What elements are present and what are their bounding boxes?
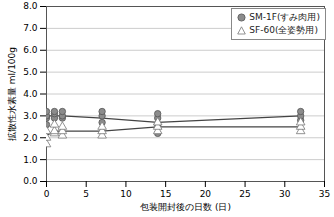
svg-text:8.0: 8.0 (23, 1, 38, 11)
svg-text:5: 5 (83, 189, 89, 199)
svg-text:3.0: 3.0 (23, 111, 38, 121)
svg-text:25: 25 (239, 189, 250, 199)
svg-text:拡散性水素量 ml/100g: 拡散性水素量 ml/100g (7, 47, 17, 141)
svg-text:30: 30 (279, 189, 291, 199)
svg-text:0.0: 0.0 (23, 176, 38, 186)
html-text:SF-60(全姿勢用): SF-60(全姿勢用) (249, 25, 318, 35)
svg-text:5.0: 5.0 (23, 67, 38, 77)
svg-text:6.0: 6.0 (23, 45, 38, 55)
svg-text:0: 0 (44, 189, 50, 199)
svg-text:10: 10 (120, 189, 132, 199)
html-text:SM-1F(すみ肉用): SM-1F(すみ肉用) (249, 12, 320, 22)
svg-text:4.0: 4.0 (23, 89, 38, 99)
svg-text:35: 35 (319, 189, 330, 199)
svg-text:20: 20 (200, 189, 212, 199)
svg-text:7.0: 7.0 (23, 23, 38, 33)
svg-text:1.0: 1.0 (23, 155, 38, 165)
svg-text:2.0: 2.0 (23, 133, 38, 143)
svg-text:15: 15 (160, 189, 171, 199)
svg-text:包装開封後の日数 (日): 包装開封後の日数 (日) (140, 202, 231, 212)
